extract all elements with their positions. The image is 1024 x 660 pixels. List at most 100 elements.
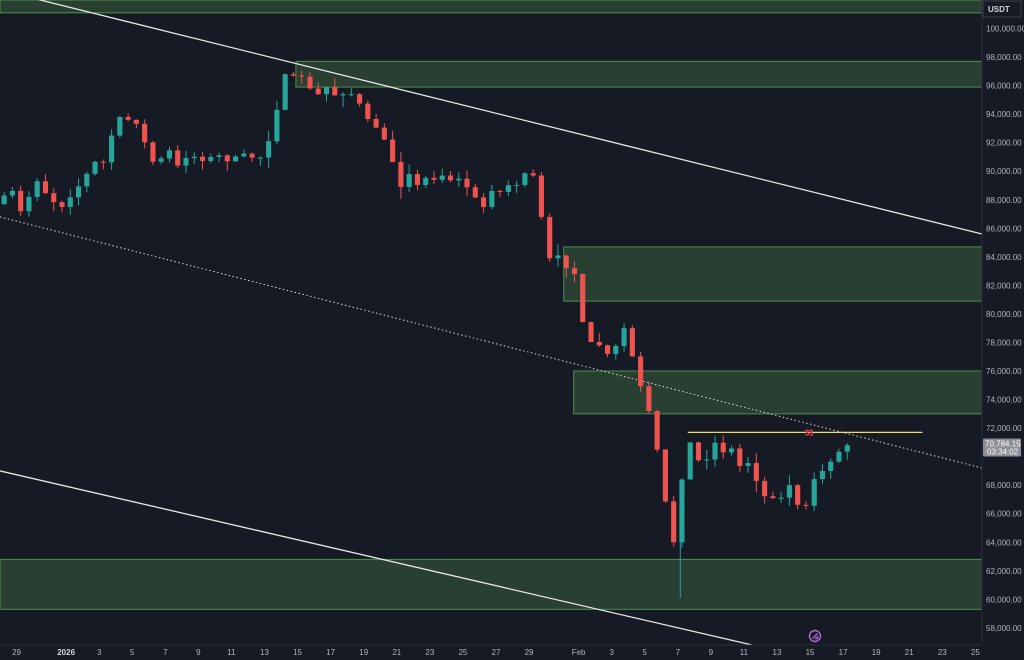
candle-body <box>406 174 412 187</box>
candle <box>514 181 520 194</box>
zone-3[interactable] <box>563 246 983 302</box>
zone-4[interactable] <box>573 370 983 415</box>
candle-body <box>233 156 239 162</box>
candle <box>621 323 627 352</box>
candle-body <box>563 255 569 269</box>
candle <box>357 93 363 107</box>
candle <box>679 478 685 548</box>
candle-body <box>224 155 230 162</box>
candle-body <box>613 346 619 354</box>
candle-body <box>299 75 305 77</box>
channel-lower-line[interactable] <box>0 470 753 646</box>
price-tick-label: 96,000.00 <box>986 82 1022 91</box>
candle <box>9 186 15 199</box>
logo-ring-icon <box>808 629 822 643</box>
candle <box>75 178 82 206</box>
candle <box>695 441 702 462</box>
price-tick-label: 68,000.00 <box>986 481 1022 490</box>
candle-body <box>522 173 528 185</box>
candle-body <box>332 87 338 96</box>
price-tick-label: 64,000.00 <box>986 538 1022 547</box>
candle-body <box>365 103 371 120</box>
candle <box>365 100 371 122</box>
candle-body <box>695 442 702 461</box>
zone-1[interactable] <box>0 0 983 14</box>
time-axis[interactable]: 29 2026 3 5 7 9 11 13 15 17 19 21 23 25 27 29 Feb 3 5 7 9 11 1… <box>12 648 980 657</box>
candle <box>596 333 602 348</box>
candle-body <box>803 504 809 506</box>
candle-body <box>274 109 280 142</box>
candle-body <box>497 190 503 192</box>
candle-body <box>67 197 73 207</box>
candle <box>92 160 98 176</box>
candle <box>505 180 511 197</box>
candle <box>604 344 611 358</box>
candle <box>191 152 197 164</box>
time-tick-label: 7 <box>163 648 168 657</box>
candle <box>646 381 652 414</box>
candle-body <box>844 445 850 452</box>
candle <box>423 176 429 188</box>
candle <box>340 91 346 107</box>
candle-body <box>208 156 214 161</box>
candle <box>241 149 247 158</box>
tradingview-logo[interactable] <box>808 629 822 643</box>
candle <box>480 192 487 214</box>
candle-body <box>109 135 115 163</box>
candle-body <box>819 470 826 480</box>
candle <box>216 152 222 163</box>
candle-body <box>84 173 90 187</box>
candle-body <box>596 342 602 346</box>
channel-upper-line[interactable] <box>0 0 983 235</box>
candle-body <box>505 185 511 192</box>
candle <box>125 113 131 122</box>
candle-body <box>340 94 346 96</box>
candle-body <box>100 161 106 163</box>
candle-body <box>786 485 792 498</box>
candle-body <box>538 175 544 217</box>
candle-body <box>26 196 32 212</box>
candle <box>489 184 495 210</box>
candle <box>398 151 404 199</box>
candle <box>257 156 263 167</box>
candle <box>142 119 148 149</box>
candle-body <box>604 345 611 354</box>
price-tick-label: 94,000.00 <box>986 110 1022 119</box>
time-tick-label: 29 <box>525 648 534 657</box>
candle <box>233 154 239 162</box>
candle <box>59 200 65 213</box>
candle-body <box>514 184 520 186</box>
channel-mid-dotted-line[interactable] <box>0 216 983 469</box>
candle <box>84 171 90 193</box>
candle-body <box>530 173 536 176</box>
price-tick-label: 100,000.00 <box>986 25 1024 34</box>
candle <box>786 475 792 506</box>
price-tick-label: 92,000.00 <box>986 139 1022 148</box>
candle-body <box>175 150 181 166</box>
candle-body <box>357 94 363 104</box>
zone-2[interactable] <box>295 60 983 88</box>
price-tick-label: 90,000.00 <box>986 167 1022 176</box>
price-axis[interactable]: 100,000.00 98,000.00 96,000.00 94,000.00 92,… <box>986 25 1024 633</box>
candle <box>538 171 544 220</box>
target-label: $$ <box>805 428 814 437</box>
candle-body <box>282 74 288 110</box>
candle <box>183 150 189 173</box>
candle-body <box>34 181 40 197</box>
candle-body <box>662 449 668 502</box>
candle-body <box>679 479 685 543</box>
price-tick-label: 98,000.00 <box>986 53 1022 62</box>
candle <box>67 189 73 215</box>
candle-body <box>795 485 801 505</box>
candle-body <box>414 174 420 185</box>
currency-badge[interactable]: USDT <box>982 0 1022 18</box>
candle <box>414 169 420 191</box>
time-tick-label: 11 <box>740 648 749 657</box>
candle-body <box>555 255 561 259</box>
candle <box>753 453 759 493</box>
candle-body <box>51 193 57 203</box>
candle <box>117 115 123 138</box>
candle-body <box>142 123 148 143</box>
candle <box>208 153 214 164</box>
